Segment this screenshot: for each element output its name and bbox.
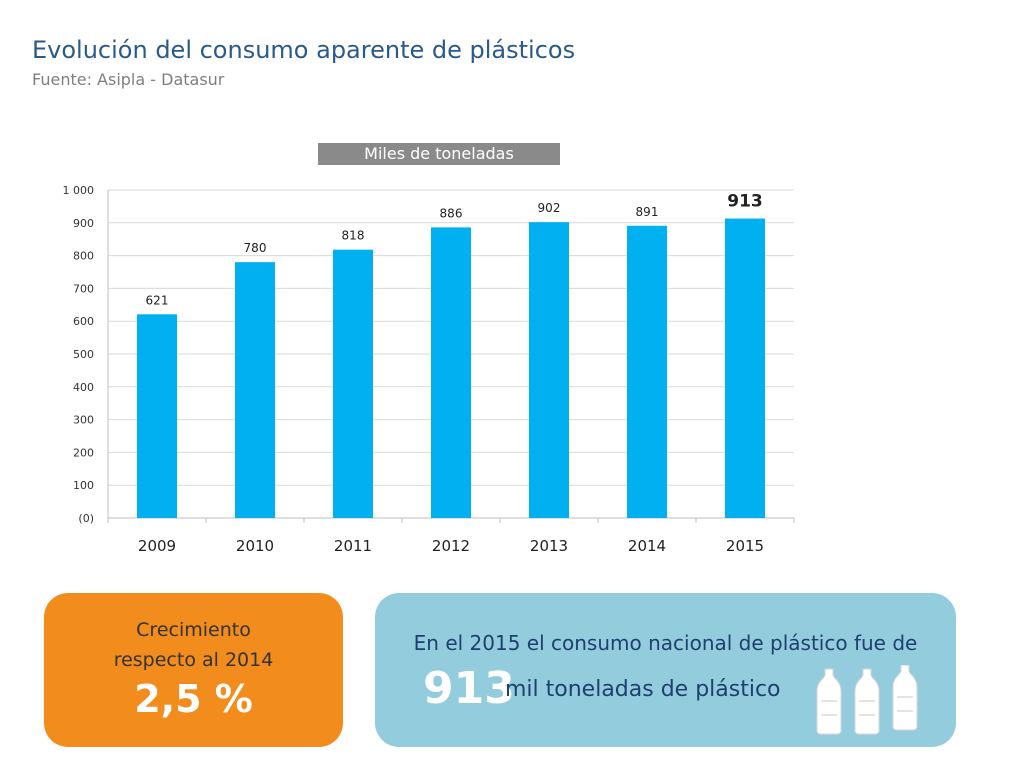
data-label: 891 [636, 205, 659, 219]
x-tick-label: 2012 [432, 537, 470, 555]
x-tick-label: 2009 [138, 537, 176, 555]
summary-card: En el 2015 el consumo nacional de plásti… [375, 593, 956, 747]
y-tick-label: 500 [73, 348, 94, 361]
growth-label-line2: respecto al 2014 [113, 649, 274, 671]
data-label: 621 [146, 293, 169, 307]
data-label: 886 [440, 206, 463, 220]
bar-chart: (0) 100 200 300 400 500 600 700 800 900 1 000 621 20… [63, 184, 795, 555]
x-tick-label: 2014 [628, 537, 666, 555]
summary-big-value: 913 [423, 663, 515, 714]
bottles-icon [816, 665, 918, 735]
x-tick-label: 2011 [334, 537, 372, 555]
page-title: Evolución del consumo aparente de plásti… [32, 36, 576, 64]
y-tick-label: 1 000 [63, 184, 95, 197]
x-tick-label: 2013 [530, 537, 568, 555]
bar [431, 227, 471, 518]
y-tick-label: 100 [73, 479, 94, 492]
bar [333, 249, 373, 519]
y-tick-label: (0) [78, 512, 94, 525]
summary-unit-text: mil toneladas de plástico [505, 677, 781, 702]
bar [137, 314, 177, 518]
source-note: Fuente: Asipla - Datasur [32, 70, 225, 89]
bar [725, 218, 765, 518]
y-tick-label: 700 [73, 282, 94, 295]
y-tick-label: 600 [73, 315, 94, 328]
y-tick-label: 800 [73, 250, 94, 263]
bar [235, 262, 275, 518]
data-label: 902 [538, 201, 561, 215]
growth-percentage: 2,5 % [134, 677, 253, 721]
data-label: 818 [342, 229, 365, 243]
summary-text: En el 2015 el consumo nacional de plásti… [413, 631, 918, 655]
x-tick-label: 2015 [726, 537, 764, 555]
unit-label: Miles de toneladas [318, 143, 560, 165]
growth-label-line1: Crecimiento [136, 619, 251, 641]
y-tick-label: 300 [73, 414, 94, 427]
growth-card: Crecimiento respecto al 2014 2,5 % [44, 593, 343, 747]
x-tick-label: 2010 [236, 537, 274, 555]
bar [627, 225, 667, 518]
y-tick-label: 400 [73, 381, 94, 394]
bar [529, 222, 569, 519]
data-label: 913 [727, 192, 763, 212]
y-tick-label: 900 [73, 217, 94, 230]
data-label: 780 [244, 241, 267, 255]
y-tick-label: 200 [73, 446, 94, 459]
